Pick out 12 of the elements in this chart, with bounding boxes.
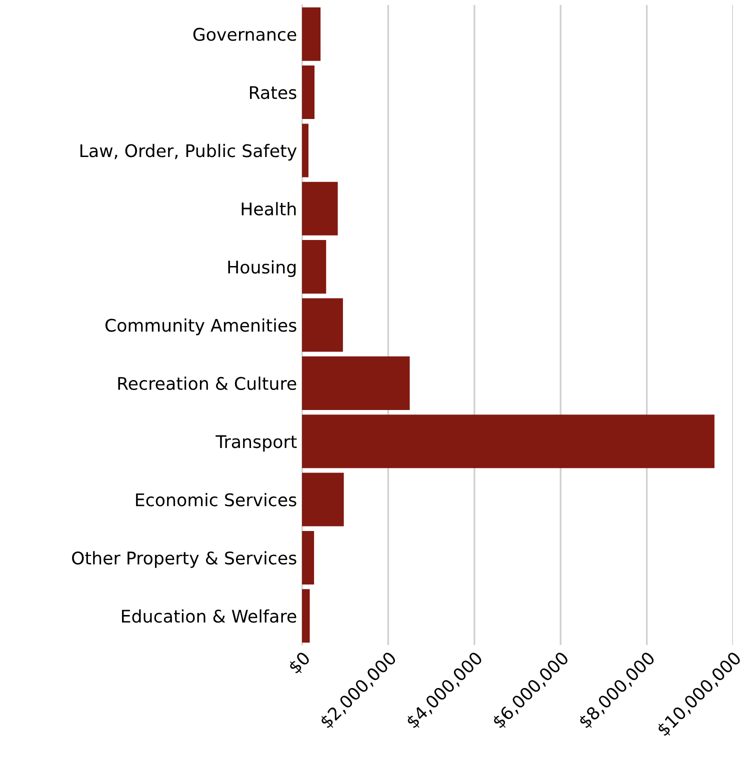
y-tick-label: Education & Welfare [122, 609, 296, 623]
y-tick-label: Community Amenities [105, 318, 296, 336]
y-tick-label: Health [242, 202, 296, 216]
y-tick-label: Law, Order, Public Safety [80, 144, 297, 161]
x-tick-label: $0 [287, 650, 312, 676]
y-tick-label: Transport [216, 435, 297, 452]
y-tick-label: Economic Services [136, 492, 296, 506]
y-tick-label: Rates [250, 86, 296, 100]
y-tick-label: Housing [228, 260, 296, 278]
y-tick-label: Other Property & Services [72, 551, 296, 568]
y-tick-label: Recreation & Culture [118, 376, 296, 390]
y-tick-label: Governance [193, 28, 296, 41]
